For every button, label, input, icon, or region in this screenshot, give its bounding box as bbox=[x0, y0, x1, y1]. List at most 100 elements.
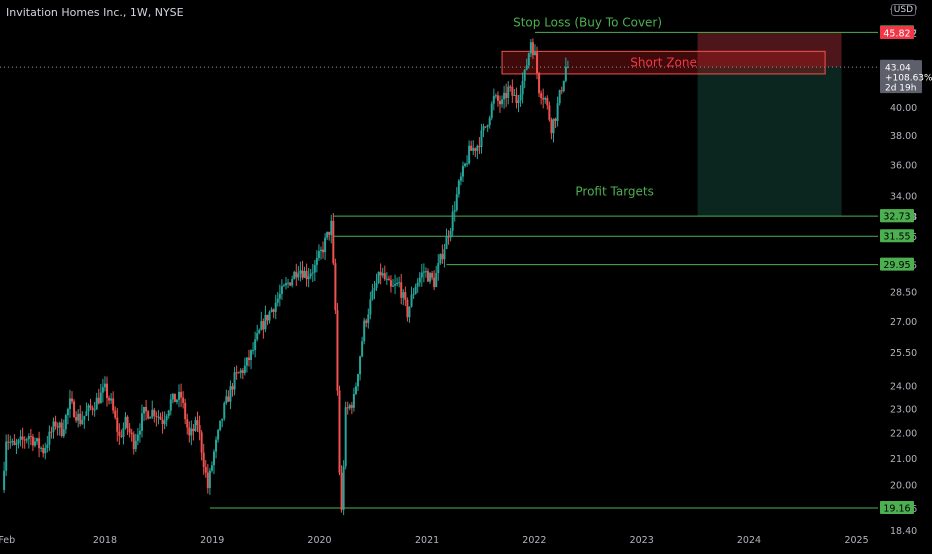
candle-body bbox=[552, 118, 555, 134]
candle-body bbox=[291, 279, 294, 286]
candle-body bbox=[64, 415, 67, 430]
candle-body bbox=[260, 321, 263, 330]
y-tick-label: 18.40 bbox=[890, 526, 917, 537]
candle-body bbox=[305, 270, 308, 280]
candle-body bbox=[379, 271, 382, 276]
candle-body bbox=[519, 94, 522, 101]
candle-body bbox=[289, 282, 292, 286]
candle-body bbox=[60, 422, 63, 436]
candle-body bbox=[268, 311, 271, 321]
candles-layer bbox=[3, 38, 569, 516]
candle-body bbox=[381, 273, 384, 276]
candle-body bbox=[416, 282, 419, 287]
candle-body bbox=[97, 397, 100, 404]
candle-body bbox=[396, 283, 399, 285]
candle-body bbox=[33, 441, 36, 446]
candle-body bbox=[484, 126, 487, 128]
candle-body bbox=[350, 405, 353, 408]
candle-body bbox=[7, 441, 10, 443]
candle-body bbox=[196, 420, 199, 425]
y-tick-label: 40.00 bbox=[890, 103, 917, 114]
x-tick-label: Feb bbox=[0, 535, 15, 546]
candle-body bbox=[322, 249, 325, 253]
candle-body bbox=[95, 397, 98, 410]
candle-body bbox=[354, 386, 357, 394]
profit-target-zone[interactable] bbox=[697, 67, 842, 217]
candle-body bbox=[192, 428, 195, 432]
candle-body bbox=[52, 421, 55, 432]
candle-body bbox=[468, 145, 471, 164]
candle-body bbox=[272, 309, 275, 312]
candle-body bbox=[110, 398, 113, 401]
candle-body bbox=[536, 52, 539, 74]
chart-title: Invitation Homes Inc., 1W, NYSE bbox=[6, 6, 184, 19]
candle-body bbox=[15, 443, 18, 445]
candle-body bbox=[235, 372, 238, 374]
candle-body bbox=[165, 416, 168, 421]
x-tick-label: 2019 bbox=[200, 535, 224, 546]
candle-body bbox=[50, 431, 53, 433]
candle-body bbox=[521, 80, 524, 95]
candle-body bbox=[9, 442, 12, 444]
candle-body bbox=[101, 387, 104, 393]
candle-body bbox=[445, 236, 448, 250]
candle-body bbox=[513, 94, 516, 96]
y-tick-label: 38.00 bbox=[890, 131, 917, 142]
candle-body bbox=[293, 271, 296, 280]
candle-body bbox=[149, 417, 152, 419]
candle-body bbox=[375, 283, 378, 289]
candle-body bbox=[225, 396, 228, 404]
candle-body bbox=[437, 263, 440, 274]
y-tick-label: 36.00 bbox=[890, 160, 917, 171]
candle-body bbox=[414, 286, 417, 294]
current-price-tag[interactable] bbox=[880, 60, 922, 94]
candle-body bbox=[324, 237, 327, 253]
candle-body bbox=[357, 374, 360, 387]
short-zone-box[interactable] bbox=[501, 50, 826, 75]
candle-body bbox=[134, 440, 137, 450]
candle-body bbox=[334, 263, 337, 311]
candle-body bbox=[480, 130, 483, 147]
candle-body bbox=[447, 236, 450, 238]
candle-body bbox=[210, 465, 213, 471]
candle-body bbox=[377, 271, 380, 284]
candle-body bbox=[85, 411, 88, 416]
candle-body bbox=[46, 444, 49, 448]
candle-body bbox=[348, 405, 351, 409]
candle-body bbox=[309, 273, 312, 277]
candle-body bbox=[424, 271, 427, 273]
candle-body bbox=[503, 92, 506, 100]
candle-body bbox=[56, 426, 59, 428]
candle-body bbox=[498, 100, 501, 105]
candle-body bbox=[237, 372, 240, 374]
candle-body bbox=[441, 254, 444, 260]
level-price-tag: 19.16 bbox=[883, 503, 910, 514]
candle-body bbox=[494, 95, 497, 97]
candle-body bbox=[239, 370, 242, 373]
y-tick-label: 34.00 bbox=[890, 192, 917, 203]
candle-body bbox=[138, 430, 141, 435]
candle-body bbox=[27, 436, 30, 440]
candle-body bbox=[180, 391, 183, 398]
candle-body bbox=[328, 231, 331, 235]
currency-badge[interactable]: USD bbox=[890, 4, 916, 16]
candle-body bbox=[217, 429, 220, 440]
x-tick-label: 2023 bbox=[630, 535, 654, 546]
candle-body bbox=[206, 472, 209, 489]
candle-body bbox=[457, 180, 460, 195]
candle-body bbox=[389, 280, 392, 287]
candle-body bbox=[116, 417, 119, 432]
candle-body bbox=[326, 231, 329, 238]
candle-body bbox=[17, 439, 20, 444]
candle-body bbox=[23, 439, 26, 441]
stop-risk-zone[interactable] bbox=[697, 32, 842, 68]
candle-body bbox=[258, 329, 261, 334]
x-tick-label: 2021 bbox=[415, 535, 439, 546]
candle-body bbox=[459, 176, 462, 181]
candle-body bbox=[11, 440, 14, 443]
candle-body bbox=[391, 285, 394, 287]
price-axis: 18.40 19.16 20.00 21.00 22.00 23.00 24.00 25.50… bbox=[880, 4, 932, 537]
candle-body bbox=[163, 420, 166, 425]
